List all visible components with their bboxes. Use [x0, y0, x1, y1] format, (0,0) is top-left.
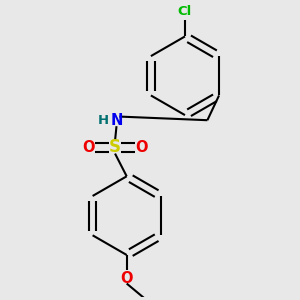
Text: O: O [120, 271, 133, 286]
Text: H: H [98, 114, 109, 128]
Text: O: O [82, 140, 95, 155]
Text: N: N [110, 113, 123, 128]
Text: Cl: Cl [178, 5, 192, 18]
Text: O: O [135, 140, 148, 155]
Text: S: S [109, 138, 121, 156]
